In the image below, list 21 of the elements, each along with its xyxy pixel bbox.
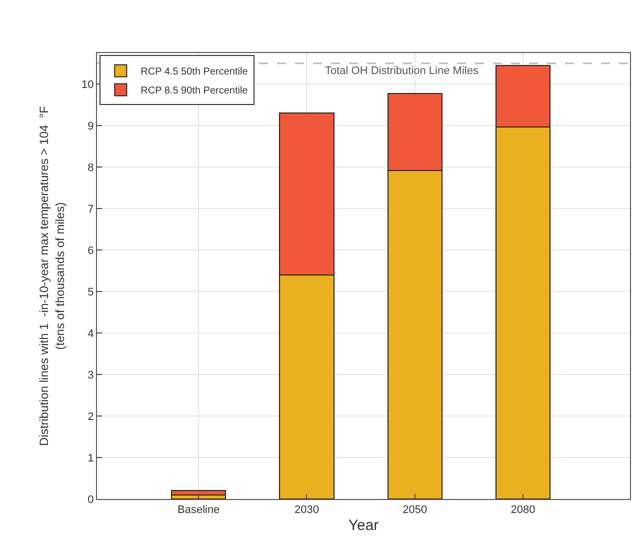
y-tick-label: 7 bbox=[88, 203, 94, 216]
y-tick-label: 9 bbox=[88, 120, 94, 132]
y-tick-label: 3 bbox=[88, 369, 94, 382]
y-tick-label: 5 bbox=[88, 286, 94, 298]
x-axis-title: Year bbox=[348, 517, 379, 534]
bar bbox=[171, 490, 226, 496]
x-tick-label: 2030 bbox=[294, 504, 319, 516]
y-tick-label: 4 bbox=[88, 328, 94, 340]
x-tick-label: Baseline bbox=[178, 504, 220, 516]
y-tick-label: 0 bbox=[88, 494, 94, 506]
legend-label: RCP 8.5 90th Percentile bbox=[140, 86, 248, 97]
y-tick-label: 1 bbox=[88, 452, 94, 464]
y-tick-label: 6 bbox=[88, 244, 94, 257]
ref-line-label: Total OH Distribution Line Miles bbox=[325, 65, 479, 77]
y-tick-label: 8 bbox=[88, 162, 94, 174]
y-tick-label: 10 bbox=[82, 78, 94, 91]
y-tick-label: 2 bbox=[88, 410, 94, 423]
x-tick-label: 2050 bbox=[402, 504, 428, 516]
x-tick-label: 2080 bbox=[510, 504, 536, 516]
legend-label: RCP 4.5 50th Percentile bbox=[140, 66, 248, 78]
y-axis-title: Distribution lines with 1 -in-10-year max temperatures > 104 °F (tens of thousands of miles) bbox=[37, 106, 67, 446]
